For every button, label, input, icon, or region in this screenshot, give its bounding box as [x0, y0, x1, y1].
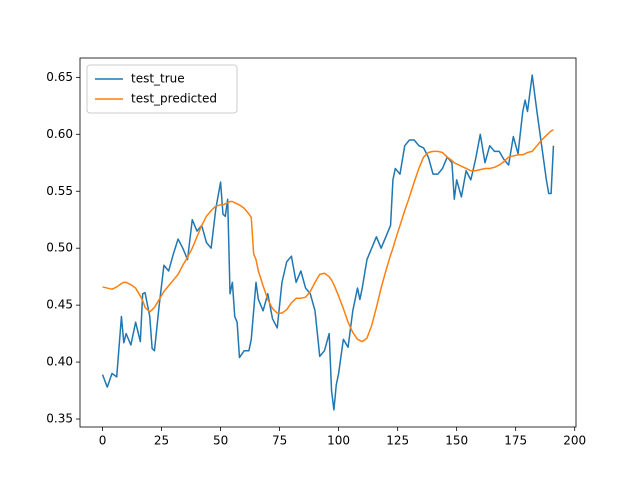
y-tick-label: 0.40: [46, 355, 73, 369]
legend-box: [86, 64, 238, 114]
x-tick-label: 50: [213, 434, 228, 448]
y-tick-label: 0.60: [46, 127, 73, 141]
series-line: [101, 74, 555, 411]
x-tick-label: 150: [445, 434, 468, 448]
y-tick-label: 0.50: [46, 241, 73, 255]
y-tick-label: 0.45: [46, 298, 73, 312]
x-tick-label: 100: [327, 434, 350, 448]
x-tick-label: 25: [154, 434, 169, 448]
x-tick-label: 200: [563, 434, 586, 448]
y-tick-label: 0.55: [46, 184, 73, 198]
legend-label: test_true: [131, 72, 185, 86]
y-tick-label: 0.65: [46, 70, 73, 84]
y-tick-label: 0.35: [46, 412, 73, 426]
x-tick-label: 125: [386, 434, 409, 448]
legend-label: test_predicted: [131, 92, 217, 106]
x-tick-label: 0: [99, 434, 107, 448]
x-tick-label: 175: [504, 434, 527, 448]
series-line: [102, 129, 554, 343]
x-tick-label: 75: [272, 434, 287, 448]
axes-frame: [79, 57, 577, 428]
